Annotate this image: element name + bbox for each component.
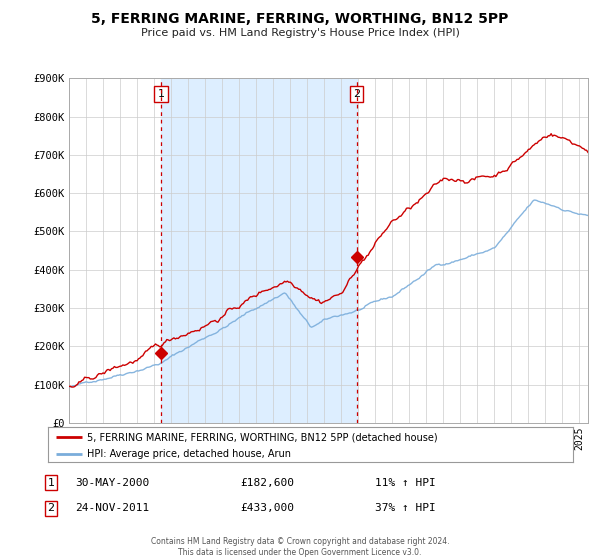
Text: 1: 1 <box>47 478 55 488</box>
Text: HPI: Average price, detached house, Arun: HPI: Average price, detached house, Arun <box>88 449 292 459</box>
Text: 1: 1 <box>158 89 164 99</box>
Text: £433,000: £433,000 <box>240 503 294 514</box>
Text: 37% ↑ HPI: 37% ↑ HPI <box>375 503 436 514</box>
Text: 2: 2 <box>47 503 55 514</box>
Bar <box>161 78 356 423</box>
Text: Price paid vs. HM Land Registry's House Price Index (HPI): Price paid vs. HM Land Registry's House … <box>140 28 460 38</box>
Text: 30-MAY-2000: 30-MAY-2000 <box>75 478 149 488</box>
Text: 5, FERRING MARINE, FERRING, WORTHING, BN12 5PP (detached house): 5, FERRING MARINE, FERRING, WORTHING, BN… <box>88 432 438 442</box>
Text: 24-NOV-2011: 24-NOV-2011 <box>75 503 149 514</box>
Text: This data is licensed under the Open Government Licence v3.0.: This data is licensed under the Open Gov… <box>178 548 422 557</box>
Text: 2: 2 <box>353 89 360 99</box>
Text: 5, FERRING MARINE, FERRING, WORTHING, BN12 5PP: 5, FERRING MARINE, FERRING, WORTHING, BN… <box>91 12 509 26</box>
Text: Contains HM Land Registry data © Crown copyright and database right 2024.: Contains HM Land Registry data © Crown c… <box>151 537 449 546</box>
Text: £182,600: £182,600 <box>240 478 294 488</box>
Text: 11% ↑ HPI: 11% ↑ HPI <box>375 478 436 488</box>
